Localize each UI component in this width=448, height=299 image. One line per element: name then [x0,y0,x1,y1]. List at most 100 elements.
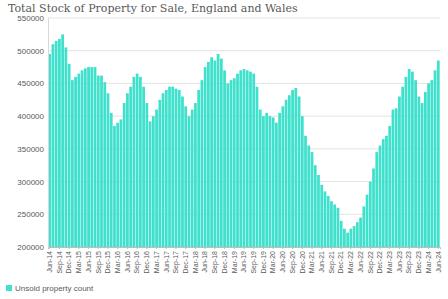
x-tick-mark [380,247,381,249]
x-tick-mark [195,247,196,249]
bar [165,90,168,247]
x-tick-label: Dec-14 [65,251,72,274]
x-tick-mark [438,247,439,249]
bar [408,69,411,247]
bar [356,222,359,247]
bar [320,185,323,247]
bar [372,168,375,247]
bar [411,72,414,247]
bar [272,117,275,247]
bar [405,77,408,247]
x-tick-mark [107,247,108,249]
y-tick: 350000 [17,145,48,154]
bar [333,204,336,247]
x-tick-label: Dec-17 [182,251,189,274]
x-tick-label: Jun-22 [357,251,364,273]
bar [414,80,417,247]
x-tick-label: Jun-15 [85,251,92,273]
bar [392,110,395,247]
bar [317,175,320,247]
x-tick: Mar-15 [75,247,82,273]
x-tick: Mar-18 [192,247,199,273]
bar [366,195,369,247]
bar [178,90,181,247]
bar [155,110,158,247]
x-tick-label: Dec-20 [299,251,306,274]
bar [123,103,126,247]
x-tick-mark [224,247,225,249]
bar [90,67,93,247]
x-tick: Mar-20 [269,247,276,273]
x-tick: Mar-24 [425,247,432,273]
bar [162,93,165,247]
x-tick: Dec-14 [65,247,72,274]
bar [152,116,155,247]
bar [395,108,398,247]
x-tick-mark [331,247,332,249]
x-tick: Jun-20 [279,247,286,272]
x-tick-label: Jun-20 [279,251,286,273]
x-tick-mark [127,247,128,249]
x-tick-label: Mar-15 [75,251,82,273]
x-tick: Mar-16 [114,247,121,273]
x-tick-label: Sep-23 [405,251,413,274]
bar [330,201,333,247]
bar [110,113,113,247]
x-tick-mark [78,247,79,249]
bar [230,80,233,247]
bar [55,41,58,247]
y-tick-label: 200000 [17,243,44,252]
y-tick: 300000 [17,178,48,187]
bar [133,77,136,247]
bar [233,78,236,247]
x-tick: Sep-16 [133,247,141,274]
bar [262,116,265,247]
bar [184,106,187,247]
bar [139,77,142,247]
bar [194,103,197,247]
y-tick-label: 550000 [17,14,44,23]
x-tick: Jun-14 [46,247,53,272]
bar [126,93,129,247]
bar [359,218,362,247]
x-tick-mark [428,247,429,249]
x-tick: Jun-19 [240,247,247,272]
x-tick-mark [321,247,322,249]
bar [301,116,304,247]
x-tick-label: Dec-16 [143,251,150,274]
x-tick: Sep-14 [56,247,64,274]
x-tick: Jun-18 [201,247,208,272]
bar [103,82,106,247]
bar [327,196,330,247]
y-tick-label: 350000 [17,145,44,154]
x-tick-mark [360,247,361,249]
bar [307,146,310,247]
x-tick-mark [282,247,283,249]
bar [430,80,433,247]
bar [226,83,229,247]
legend-key [6,285,12,291]
x-tick-mark [166,247,167,249]
bar [269,116,272,247]
x-tick-label: Mar-18 [192,251,199,273]
x-tick: Dec-18 [221,247,228,274]
x-tick: Jun-21 [318,247,325,272]
bar [197,90,200,247]
bar [304,136,307,247]
x-tick-mark [59,247,60,249]
title: Total Stock of Property for Sale, Englan… [8,2,298,15]
bar [113,126,116,247]
y-tick-label: 300000 [17,178,44,187]
x-tick-mark [98,247,99,249]
bar [417,97,420,247]
x-tick-mark [409,247,410,249]
x-tick-mark [292,247,293,249]
x-tick-label: Mar-17 [153,251,160,273]
x-tick-mark [156,247,157,249]
bar [58,39,61,247]
x-tick: Jun-24 [435,247,442,272]
x-tick: Sep-17 [172,247,180,274]
bar [158,100,161,247]
x-tick: Dec-23 [415,247,422,274]
bar [249,72,252,247]
